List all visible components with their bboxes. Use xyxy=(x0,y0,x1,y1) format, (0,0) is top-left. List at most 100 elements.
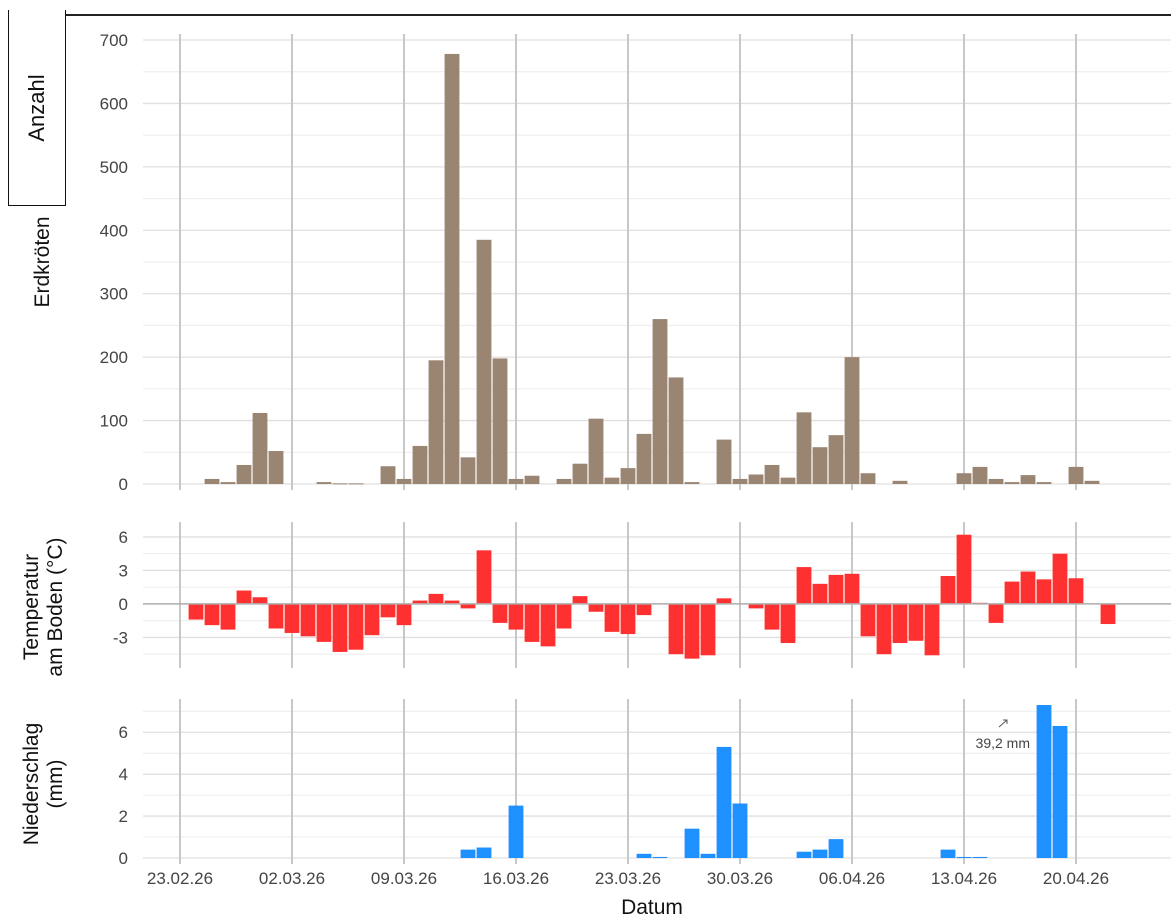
bar-toads xyxy=(444,53,460,484)
y-axis-label-line: am Boden (°C) xyxy=(44,537,67,676)
bar-toads xyxy=(732,478,748,484)
x-tick-label: 09.03.26 xyxy=(371,869,437,888)
bar-toads xyxy=(812,447,828,484)
bar-toads xyxy=(1036,482,1052,484)
bar-temperature xyxy=(604,603,620,632)
x-tick-label: 23.02.26 xyxy=(147,869,213,888)
x-axis-label: Datum xyxy=(621,896,683,919)
x-tick-label: 20.04.26 xyxy=(1043,869,1109,888)
bar-toads xyxy=(1020,475,1036,484)
bar-toads xyxy=(220,482,236,484)
bar-toads xyxy=(844,357,860,484)
y-tick-label: 300 xyxy=(100,285,128,304)
bar-temperature xyxy=(684,603,700,659)
bar-precipitation xyxy=(940,849,956,858)
bar-temperature xyxy=(492,603,508,623)
bar-toads xyxy=(252,412,268,484)
bar-toads xyxy=(748,474,764,484)
bar-temperature xyxy=(252,597,268,604)
bar-temperature xyxy=(860,603,876,637)
bar-toads xyxy=(636,433,652,484)
bar-toads xyxy=(204,478,220,484)
bar-toads xyxy=(668,377,684,484)
bar-temperature xyxy=(796,567,812,604)
bar-toads xyxy=(716,439,732,484)
bar-toads xyxy=(412,445,428,484)
y-tick-label: 400 xyxy=(100,221,128,240)
bar-temperature xyxy=(332,603,348,652)
y-tick-label: 500 xyxy=(100,158,128,177)
bar-temperature xyxy=(1100,603,1116,625)
bar-toads xyxy=(508,478,524,484)
x-tick-label: 16.03.26 xyxy=(483,869,549,888)
panel-precipitation: 0 2 4 6 Niederschlag(mm) 39,2 mm xyxy=(20,699,1171,868)
bar-toads xyxy=(316,482,332,484)
bar-toads xyxy=(956,473,972,484)
bar-toads xyxy=(1068,466,1084,484)
bar-temperature xyxy=(380,603,396,618)
bar-temperature xyxy=(444,600,460,604)
bar-toads xyxy=(828,435,844,484)
bar-toads xyxy=(796,412,812,484)
bar-precipitation xyxy=(972,856,988,858)
y-tick-label: 0 xyxy=(119,475,128,494)
bar-temperature xyxy=(940,576,956,604)
bar-temperature xyxy=(812,583,828,604)
bar-toads xyxy=(764,464,780,484)
bar-toads xyxy=(620,468,636,484)
bar-temperature xyxy=(284,603,300,633)
bar-toads xyxy=(604,477,620,484)
bar-temperature xyxy=(540,603,556,647)
panel-toads: 0 100 200 300 400 500 600 700 Erdkröten xyxy=(31,31,1171,494)
bar-toads xyxy=(332,483,348,485)
bar-precipitation xyxy=(652,856,668,858)
annotation-arrow xyxy=(998,719,1008,728)
y-tick-label: 700 xyxy=(100,31,128,50)
bar-precipitation xyxy=(812,849,828,858)
y-axis-label: Erdkröten xyxy=(31,216,54,307)
bar-toads xyxy=(396,478,412,484)
y-tick-label: 0 xyxy=(119,595,128,614)
bar-toads xyxy=(684,482,700,484)
bar-toads xyxy=(524,475,540,484)
bar-temperature xyxy=(1004,581,1020,604)
bar-temperature xyxy=(204,603,220,626)
bar-temperature xyxy=(1020,571,1036,604)
bar-temperature xyxy=(188,603,204,620)
bar-toads xyxy=(892,480,908,484)
bar-temperature xyxy=(636,603,652,616)
bar-toads xyxy=(588,418,604,484)
bar-toads xyxy=(348,483,364,485)
bar-precipitation xyxy=(476,847,492,858)
bar-toads xyxy=(972,466,988,484)
bar-toads xyxy=(860,473,876,484)
bar-toads xyxy=(428,360,444,484)
bar-precipitation xyxy=(716,746,732,858)
top-border-line xyxy=(66,14,1171,16)
bar-precipitation xyxy=(684,828,700,858)
y-axis-label-line: (mm) xyxy=(44,760,67,809)
bar-temperature xyxy=(572,596,588,604)
bar-toads xyxy=(652,319,668,484)
bar-toads xyxy=(380,466,396,484)
y-axis-label: Niederschlag(mm) xyxy=(20,723,67,846)
chart-panels: 0 100 200 300 400 500 600 700 Erdkröten -3 0 3 6 Temp… xyxy=(20,31,1171,868)
y-tick-label: 0 xyxy=(119,849,128,868)
x-axis: 23.02.26 02.03.26 09.03.26 16.03.26 23.03.26… xyxy=(147,869,1109,919)
x-tick-label: 23.03.26 xyxy=(595,869,661,888)
x-tick-label: 30.03.26 xyxy=(707,869,773,888)
bar-precipitation xyxy=(636,853,652,858)
y-axis-label-line: Temperatur xyxy=(20,554,43,660)
bar-toads xyxy=(1084,480,1100,484)
panel-temperature: -3 0 3 6 Temperaturam Boden (°C) xyxy=(20,522,1171,677)
bar-temperature xyxy=(508,603,524,630)
annotation-label: 39,2 mm xyxy=(976,735,1030,751)
bar-temperature xyxy=(828,574,844,604)
bar-temperature xyxy=(780,603,796,644)
bar-toads xyxy=(236,464,252,484)
bar-temperature xyxy=(236,590,252,604)
y-tick-label: 6 xyxy=(119,528,128,547)
bar-precipitation xyxy=(460,849,476,858)
bar-temperature xyxy=(460,603,476,609)
